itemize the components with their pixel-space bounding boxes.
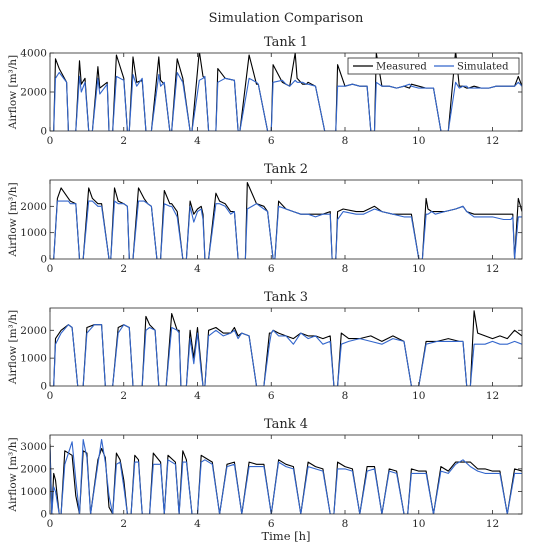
x-tick-label: 12 bbox=[486, 135, 499, 147]
panel-title: Tank 1 bbox=[264, 35, 308, 50]
x-tick-label: 8 bbox=[342, 518, 349, 530]
simulated-series-line bbox=[50, 200, 522, 259]
y-tick-label: 0 bbox=[40, 381, 47, 393]
y-tick-label: 0 bbox=[40, 126, 47, 138]
x-axis-label: Time [h] bbox=[261, 529, 310, 543]
panel-title: Tank 3 bbox=[264, 290, 308, 305]
x-tick-label: 10 bbox=[412, 263, 425, 275]
x-tick-label: 4 bbox=[194, 518, 201, 530]
x-tick-label: 12 bbox=[486, 263, 499, 275]
y-tick-label: 3000 bbox=[20, 441, 47, 453]
axes-box bbox=[49, 434, 523, 515]
x-tick-label: 8 bbox=[342, 263, 349, 275]
panel-title: Tank 2 bbox=[264, 162, 308, 177]
legend-box bbox=[347, 57, 520, 75]
measured-series-line bbox=[50, 443, 522, 514]
x-tick-label: 4 bbox=[194, 390, 201, 402]
measured-series-line bbox=[50, 310, 522, 386]
y-tick-label: 1000 bbox=[20, 486, 47, 498]
x-tick-label: 8 bbox=[342, 135, 349, 147]
y-axis-label: Airflow [m³/h] bbox=[7, 55, 19, 130]
y-tick-label: 1000 bbox=[20, 227, 47, 239]
y-axis-label: Airflow [m³/h] bbox=[7, 437, 19, 512]
y-tick-label: 0 bbox=[40, 509, 47, 521]
x-tick-label: 0 bbox=[47, 135, 54, 147]
x-tick-label: 2 bbox=[120, 518, 127, 530]
x-tick-label: 6 bbox=[268, 390, 275, 402]
x-tick-label: 2 bbox=[120, 135, 127, 147]
measured-series-line bbox=[50, 182, 522, 259]
y-tick-label: 2000 bbox=[20, 87, 47, 99]
x-tick-label: 0 bbox=[47, 518, 54, 530]
chart-panel-1: Tank 1 Airflow [m³/h] 0 2 4 6 8 10 12 0 2000 4000 Me… bbox=[7, 35, 523, 147]
x-tick-label: 10 bbox=[412, 518, 425, 530]
axes-box bbox=[49, 179, 523, 260]
x-tick-label: 2 bbox=[120, 263, 127, 275]
x-tick-label: 4 bbox=[194, 263, 201, 275]
y-tick-label: 2000 bbox=[20, 201, 47, 213]
simulated-series-line bbox=[50, 71, 522, 131]
figure-title: Simulation Comparison bbox=[209, 11, 364, 26]
simulated-series-line bbox=[50, 438, 522, 514]
y-axis-label: Airflow [m³/h] bbox=[7, 310, 19, 385]
legend-simulated-label: Simulated bbox=[457, 62, 509, 73]
x-tick-label: 4 bbox=[194, 135, 201, 147]
y-tick-label: 2000 bbox=[20, 463, 47, 475]
x-tick-label: 6 bbox=[268, 135, 275, 147]
panel-title: Tank 4 bbox=[264, 417, 308, 432]
y-tick-label: 0 bbox=[40, 254, 47, 266]
chart-panel-2: Tank 2 Airflow [m³/h] 0 2 4 6 8 10 12 0 1000 2000 bbox=[7, 162, 523, 275]
y-axis-label: Airflow [m³/h] bbox=[7, 182, 19, 257]
x-tick-label: 6 bbox=[268, 518, 275, 530]
x-tick-label: 0 bbox=[47, 390, 54, 402]
simulated-series-line bbox=[50, 324, 522, 386]
y-tick-label: 2000 bbox=[20, 325, 47, 337]
x-tick-label: 10 bbox=[412, 135, 425, 147]
x-tick-label: 12 bbox=[486, 390, 499, 402]
legend-measured-label: Measured bbox=[376, 62, 427, 73]
chart-panel-4: Tank 4 Airflow [m³/h] 0 2 4 6 8 10 12 0 1000 2000 30… bbox=[7, 417, 523, 530]
x-tick-label: 8 bbox=[342, 390, 349, 402]
axes-box bbox=[49, 307, 523, 387]
chart-panel-3: Tank 3 Airflow [m³/h] 0 2 4 6 8 10 12 0 1000 2000 bbox=[7, 290, 523, 402]
legend: Measured Simulated bbox=[347, 57, 520, 75]
x-tick-label: 10 bbox=[412, 390, 425, 402]
y-tick-label: 4000 bbox=[20, 48, 47, 60]
x-tick-label: 12 bbox=[486, 518, 499, 530]
x-tick-label: 6 bbox=[268, 263, 275, 275]
x-tick-label: 2 bbox=[120, 390, 127, 402]
y-tick-label: 1000 bbox=[20, 353, 47, 365]
x-tick-label: 0 bbox=[47, 263, 54, 275]
